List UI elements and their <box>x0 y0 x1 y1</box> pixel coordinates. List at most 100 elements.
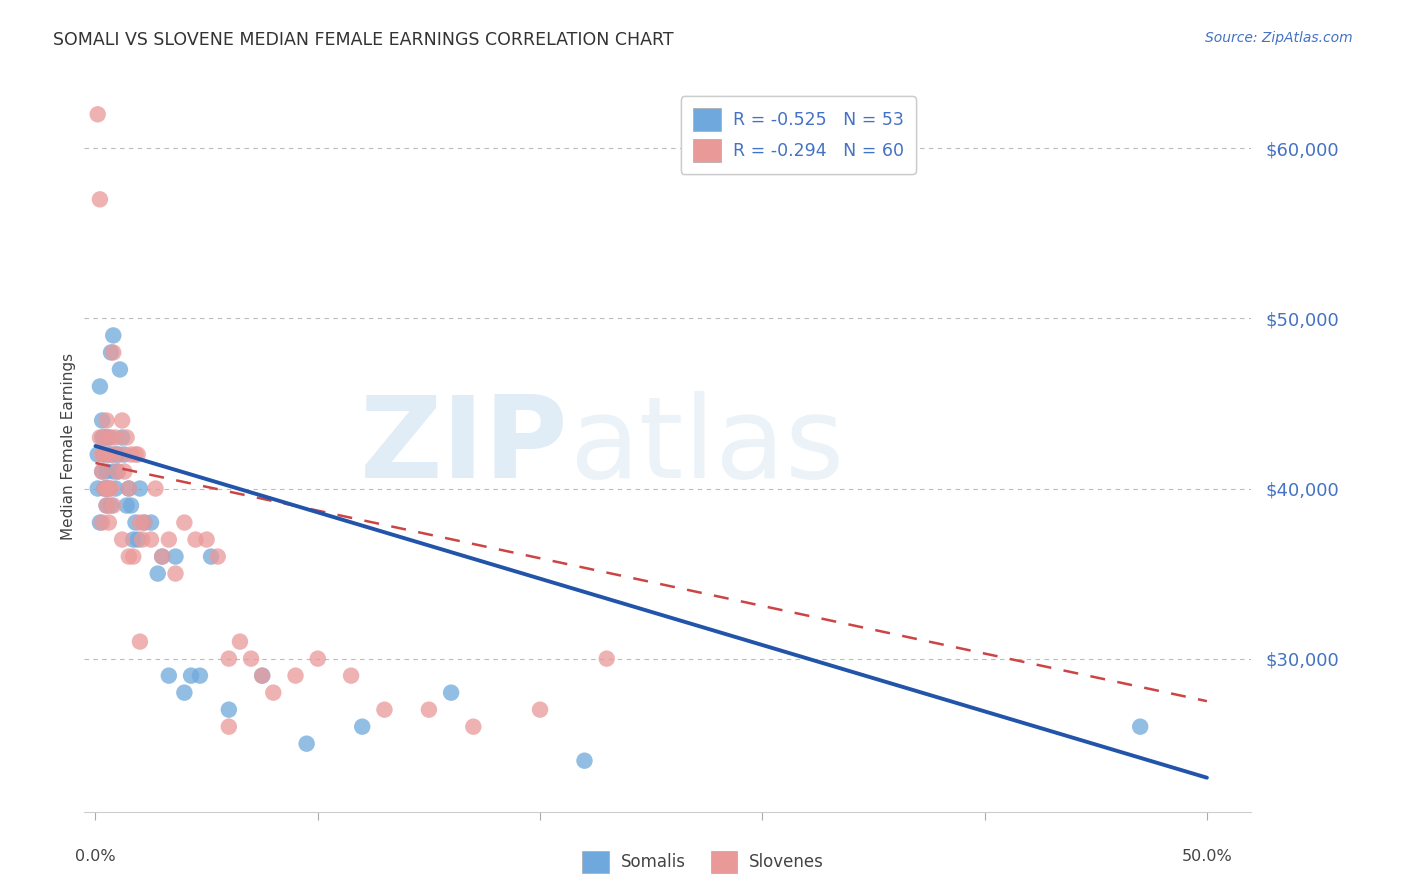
Text: 50.0%: 50.0% <box>1181 849 1232 864</box>
Point <box>111 413 134 427</box>
Point <box>1129 720 1152 734</box>
Text: atlas: atlas <box>568 391 844 501</box>
Point <box>173 516 195 530</box>
Point <box>307 651 329 665</box>
Point <box>91 516 114 530</box>
Point <box>129 516 152 530</box>
Point <box>184 533 207 547</box>
Point <box>150 549 173 564</box>
Point <box>96 499 118 513</box>
Point <box>115 499 138 513</box>
Point <box>200 549 222 564</box>
Point <box>129 634 152 648</box>
Point <box>574 754 596 768</box>
Point <box>89 516 111 530</box>
Point <box>120 448 142 462</box>
Point <box>596 651 619 665</box>
Point <box>97 448 120 462</box>
Point <box>418 703 440 717</box>
Point <box>93 482 115 496</box>
Point <box>131 533 153 547</box>
Point <box>96 465 118 479</box>
Point <box>96 430 118 444</box>
Point <box>250 668 273 682</box>
Point <box>93 448 115 462</box>
Point <box>108 362 131 376</box>
Point <box>86 107 108 121</box>
Point <box>93 448 115 462</box>
Y-axis label: Median Female Earnings: Median Female Earnings <box>60 352 76 540</box>
Point <box>165 549 187 564</box>
Point <box>97 482 120 496</box>
Point <box>103 448 125 462</box>
Point <box>118 482 141 496</box>
Point <box>373 703 395 717</box>
Point <box>124 516 146 530</box>
Point <box>100 345 122 359</box>
Point <box>86 448 108 462</box>
Point <box>97 430 120 444</box>
Point <box>165 566 187 581</box>
Point <box>250 668 273 682</box>
Point <box>463 720 485 734</box>
Point <box>96 482 118 496</box>
Point <box>96 413 118 427</box>
Text: ZIP: ZIP <box>360 391 568 501</box>
Point <box>127 533 149 547</box>
Point <box>207 549 229 564</box>
Text: Source: ZipAtlas.com: Source: ZipAtlas.com <box>1205 31 1353 45</box>
Point <box>100 499 122 513</box>
Point <box>96 482 118 496</box>
Point <box>103 328 125 343</box>
Point <box>103 465 125 479</box>
Point <box>150 549 173 564</box>
Point <box>91 465 114 479</box>
Point <box>218 703 240 717</box>
Point <box>97 482 120 496</box>
Point <box>107 465 129 479</box>
Point <box>91 430 114 444</box>
Point <box>93 430 115 444</box>
Point <box>112 465 135 479</box>
Point <box>93 430 115 444</box>
Point <box>120 499 142 513</box>
Point <box>295 737 318 751</box>
Point <box>529 703 551 717</box>
Point <box>118 482 141 496</box>
Point <box>111 533 134 547</box>
Point <box>89 192 111 206</box>
Legend: Somalis, Slovenes: Somalis, Slovenes <box>575 845 831 880</box>
Point <box>139 533 162 547</box>
Point <box>352 720 374 734</box>
Text: 0.0%: 0.0% <box>75 849 115 864</box>
Point <box>122 549 145 564</box>
Point <box>97 516 120 530</box>
Point <box>104 448 127 462</box>
Point <box>134 516 156 530</box>
Point <box>112 448 135 462</box>
Point <box>195 533 218 547</box>
Point <box>103 345 125 359</box>
Point <box>173 686 195 700</box>
Point <box>440 686 463 700</box>
Point <box>145 482 167 496</box>
Point <box>100 482 122 496</box>
Point <box>86 482 108 496</box>
Point <box>91 448 114 462</box>
Point <box>89 379 111 393</box>
Point <box>100 430 122 444</box>
Point <box>104 482 127 496</box>
Point <box>96 499 118 513</box>
Point <box>122 533 145 547</box>
Point <box>91 413 114 427</box>
Point <box>340 668 363 682</box>
Point <box>218 651 240 665</box>
Point <box>146 566 169 581</box>
Point <box>157 533 180 547</box>
Point <box>262 686 284 700</box>
Text: SOMALI VS SLOVENE MEDIAN FEMALE EARNINGS CORRELATION CHART: SOMALI VS SLOVENE MEDIAN FEMALE EARNINGS… <box>53 31 673 49</box>
Point <box>284 668 307 682</box>
Point <box>180 668 202 682</box>
Point <box>103 499 125 513</box>
Point <box>111 430 134 444</box>
